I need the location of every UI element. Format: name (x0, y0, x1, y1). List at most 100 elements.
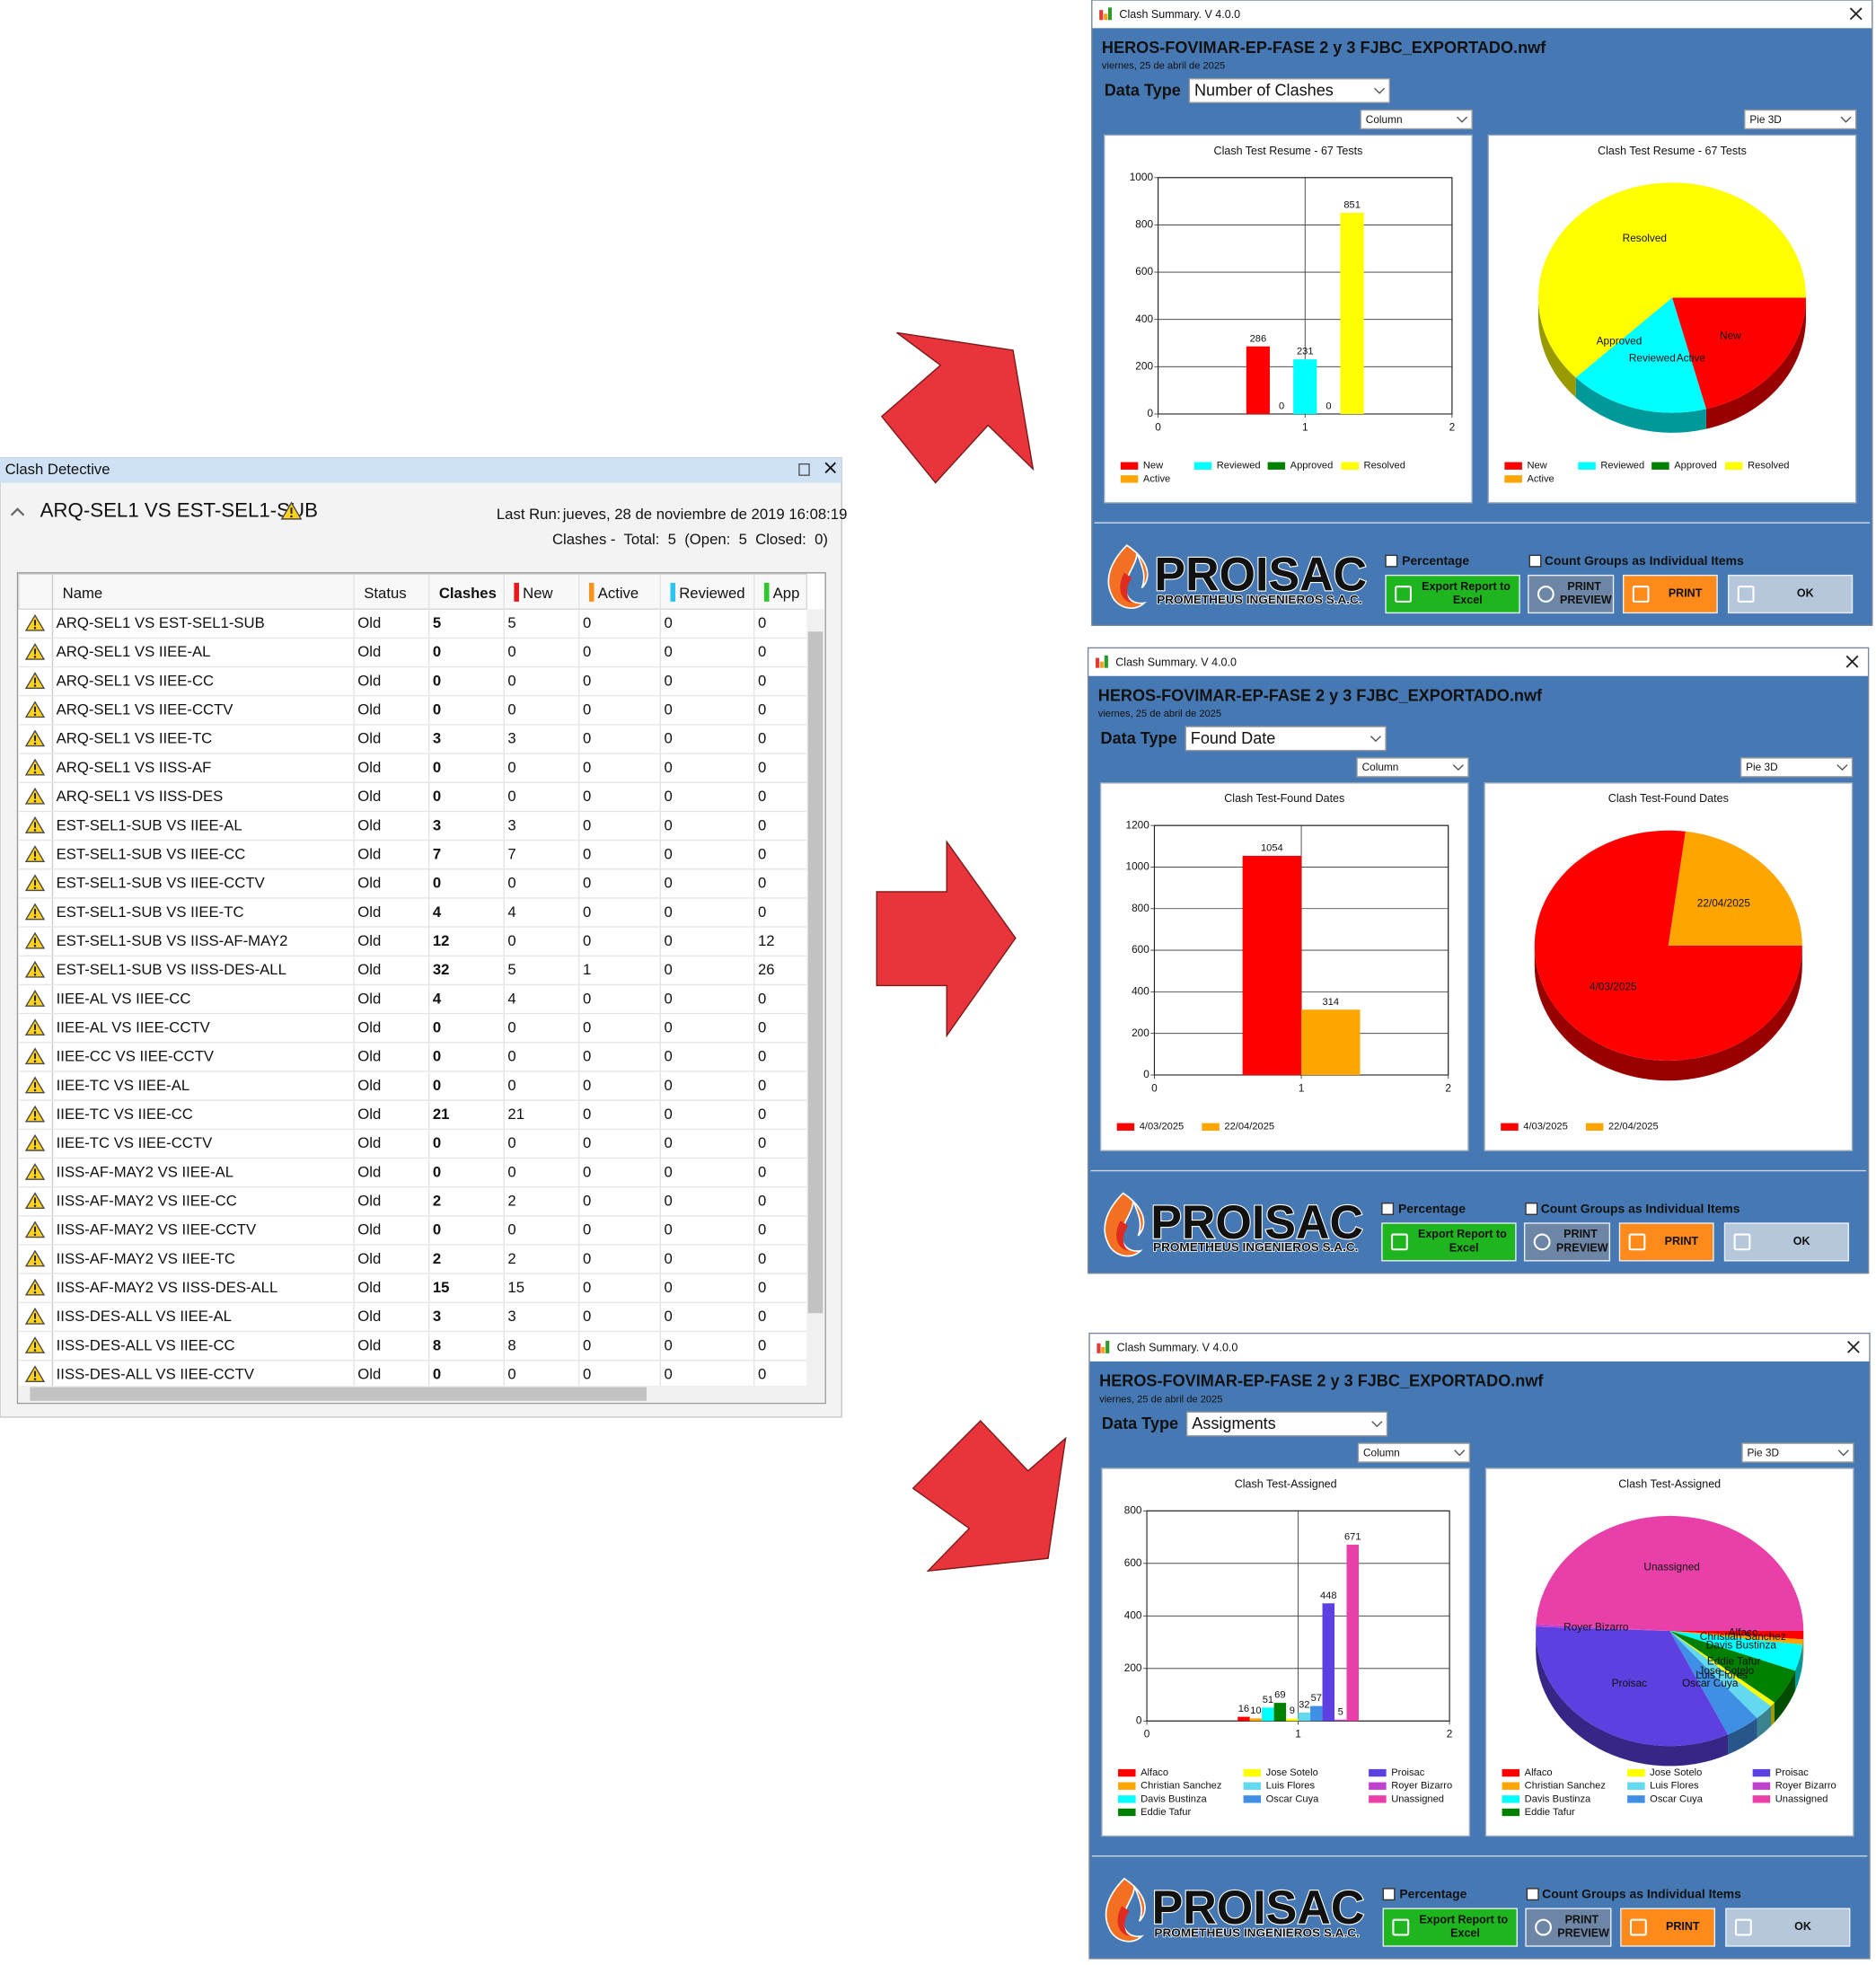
close-button[interactable] (1849, 7, 1863, 21)
button-face (1725, 1908, 1851, 1947)
table-cell: 0 (758, 643, 766, 660)
table-row[interactable]: EST-SEL1-SUB VS IIEE-AL Old 3 3 0 0 0 (18, 816, 807, 842)
legend-label: Eddie Tafur (1141, 1807, 1191, 1818)
table-row[interactable]: ARQ-SEL1 VS IISS-DES Old 0 0 0 0 0 (18, 787, 807, 813)
dropdown[interactable]: Assigments (1185, 1411, 1388, 1437)
legend-swatch (1118, 1808, 1136, 1817)
column-header[interactable]: App (773, 585, 800, 602)
table-row[interactable]: ARQ-SEL1 VS IIEE-AL Old 0 0 0 0 0 (18, 642, 807, 668)
pin-button[interactable] (798, 463, 810, 476)
chart-title: Clash Test-Assigned (1618, 1477, 1721, 1490)
column-header[interactable]: New (523, 585, 553, 602)
table-row[interactable]: IIEE-AL VS IIEE-CCTV Old 0 0 0 0 0 (18, 1018, 807, 1044)
checkbox[interactable] (1525, 1203, 1538, 1215)
close-button[interactable] (1847, 1340, 1860, 1353)
table-row[interactable]: IIEE-TC VS IIEE-AL Old 0 0 0 0 0 (18, 1076, 807, 1101)
pie-wedge (1669, 1631, 1775, 1706)
table-row[interactable]: IISS-AF-MAY2 VS IIEE-AL Old 0 0 0 0 0 (18, 1163, 807, 1188)
pie-label: 22/04/2025 (1697, 896, 1751, 909)
dropdown[interactable]: Pie 3D (1739, 757, 1854, 778)
column-header[interactable]: Reviewed (679, 585, 744, 602)
table-row[interactable]: EST-SEL1-SUB VS IIEE-CCTV Old 0 0 0 0 0 (18, 874, 807, 899)
warning-dot (33, 1204, 37, 1207)
file-name: HEROS-FOVIMAR-EP-FASE 2 y 3 FJBC_EXPORTA… (1098, 686, 1543, 704)
horizontal-scroll-thumb[interactable] (30, 1387, 647, 1401)
table-row[interactable]: EST-SEL1-SUB VS IIEE-CC Old 7 7 0 0 0 (18, 845, 807, 870)
button[interactable]: Export Report to Excel (1385, 574, 1520, 614)
warning-icon (24, 729, 46, 747)
checkbox[interactable] (1528, 554, 1542, 568)
dropdown[interactable]: Column (1356, 757, 1469, 778)
table-row[interactable]: ARQ-SEL1 VS IIEE-TC Old 3 3 0 0 0 (18, 729, 807, 754)
close-button[interactable] (1845, 655, 1859, 668)
dropdown[interactable]: Column (1360, 109, 1473, 130)
dropdown[interactable]: Number of Clashes (1188, 78, 1390, 103)
dropdown[interactable]: Pie 3D (1741, 1442, 1854, 1463)
button[interactable]: OK (1725, 1908, 1851, 1947)
table-cell: 7 (433, 845, 441, 862)
table-row[interactable]: IISS-DES-ALL VS IIEE-CC Old 8 8 0 0 0 (18, 1336, 807, 1361)
x-tick-label: 1 (1299, 1081, 1305, 1094)
table-cell: 0 (583, 1221, 591, 1238)
table-row[interactable]: ARQ-SEL1 VS IIEE-CC Old 0 0 0 0 0 (18, 672, 807, 697)
vertical-scroll-thumb[interactable] (807, 631, 824, 1314)
table-cell: 0 (758, 875, 766, 892)
button-label: OK (1797, 587, 1814, 600)
table-row[interactable]: EST-SEL1-SUB VS IISS-AF-MAY2 Old 12 0 0 0 12 (18, 931, 807, 956)
dropdown[interactable]: Pie 3D (1744, 109, 1857, 130)
warning-icon (24, 1163, 46, 1180)
close-button[interactable] (824, 462, 836, 474)
table-row[interactable]: ARQ-SEL1 VS IIEE-CCTV Old 0 0 0 0 0 (18, 701, 807, 726)
table-row[interactable]: EST-SEL1-SUB VS IISS-DES-ALL Old 32 5 1 0 26 (18, 960, 807, 986)
y-tick-label: 400 (1132, 985, 1149, 998)
table-row[interactable]: IIEE-CC VS IIEE-CCTV Old 0 0 0 0 0 (18, 1047, 807, 1072)
window-title-bar (1092, 0, 1872, 29)
warning-icon (24, 1365, 46, 1383)
table-row[interactable]: IIEE-TC VS IIEE-CC Old 21 21 0 0 0 (18, 1105, 807, 1130)
collapse-chevron[interactable] (10, 507, 25, 516)
table-row[interactable]: IISS-AF-MAY2 VS IISS-DES-ALL Old 15 15 0 0 0 (18, 1278, 807, 1304)
button-label-line: OK (1797, 587, 1814, 600)
checkbox[interactable] (1382, 1888, 1396, 1901)
pie-wedge (1669, 1631, 1803, 1671)
column-header[interactable]: Status (364, 585, 406, 602)
checkbox[interactable] (1385, 554, 1398, 568)
button[interactable]: PRINT (1620, 1908, 1716, 1947)
legend-label: Royer Bizarro (1775, 1781, 1836, 1792)
table-row[interactable]: IISS-AF-MAY2 VS IIEE-CCTV Old 0 0 0 0 0 (18, 1220, 807, 1246)
button[interactable]: Export Report to Excel (1381, 1222, 1517, 1262)
table-row[interactable]: IISS-AF-MAY2 VS IIEE-CC Old 2 2 0 0 0 (18, 1192, 807, 1217)
table-row[interactable]: EST-SEL1-SUB VS IIEE-TC Old 4 4 0 0 0 (18, 903, 807, 928)
table-cell: 0 (433, 1077, 441, 1094)
checkbox[interactable] (1381, 1203, 1395, 1215)
y-tick-label: 0 (1143, 1068, 1149, 1080)
dropdown[interactable]: Found Date (1185, 726, 1387, 752)
button[interactable]: PRINT PREVIEW (1525, 1908, 1612, 1947)
table-row[interactable]: IIEE-AL VS IIEE-CC Old 4 4 0 0 0 (18, 990, 807, 1015)
table-cell: 21 (507, 1106, 524, 1123)
column-header[interactable]: Active (598, 585, 639, 602)
table-row[interactable]: IISS-AF-MAY2 VS IIEE-TC Old 2 2 0 0 0 (18, 1249, 807, 1274)
table-cell: 0 (758, 1106, 766, 1123)
table-row[interactable]: ARQ-SEL1 VS EST-SEL1-SUB Old 5 5 0 0 0 (18, 613, 807, 639)
button[interactable]: PRINT (1622, 574, 1718, 614)
column-header[interactable]: Clashes (439, 585, 497, 602)
table-cell: IIEE-TC VS IIEE-CCTV (57, 1134, 213, 1151)
button[interactable]: PRINT PREVIEW (1523, 1222, 1611, 1262)
dropdown[interactable]: Column (1357, 1442, 1471, 1463)
button[interactable]: OK (1727, 574, 1854, 614)
legend-swatch (1502, 1808, 1520, 1817)
button[interactable]: OK (1723, 1222, 1850, 1262)
button[interactable]: PRINT PREVIEW (1528, 574, 1615, 614)
table-row[interactable]: ARQ-SEL1 VS IISS-AF Old 0 0 0 0 0 (18, 758, 807, 783)
table-row[interactable]: IISS-DES-ALL VS IIEE-AL Old 3 3 0 0 0 (18, 1307, 807, 1333)
button-label: PRINT PREVIEW (1556, 1229, 1608, 1255)
table-cell: 0 (507, 1163, 515, 1180)
button[interactable]: Export Report to Excel (1382, 1908, 1518, 1947)
checkbox[interactable] (1526, 1888, 1539, 1901)
chart-title: Clash Test-Found Dates (1608, 792, 1729, 805)
table-row[interactable]: IIEE-TC VS IIEE-CCTV Old 0 0 0 0 0 (18, 1133, 807, 1159)
column-header[interactable]: Name (63, 585, 103, 602)
button[interactable]: PRINT (1618, 1222, 1714, 1262)
table-cell: 2 (507, 1192, 515, 1209)
